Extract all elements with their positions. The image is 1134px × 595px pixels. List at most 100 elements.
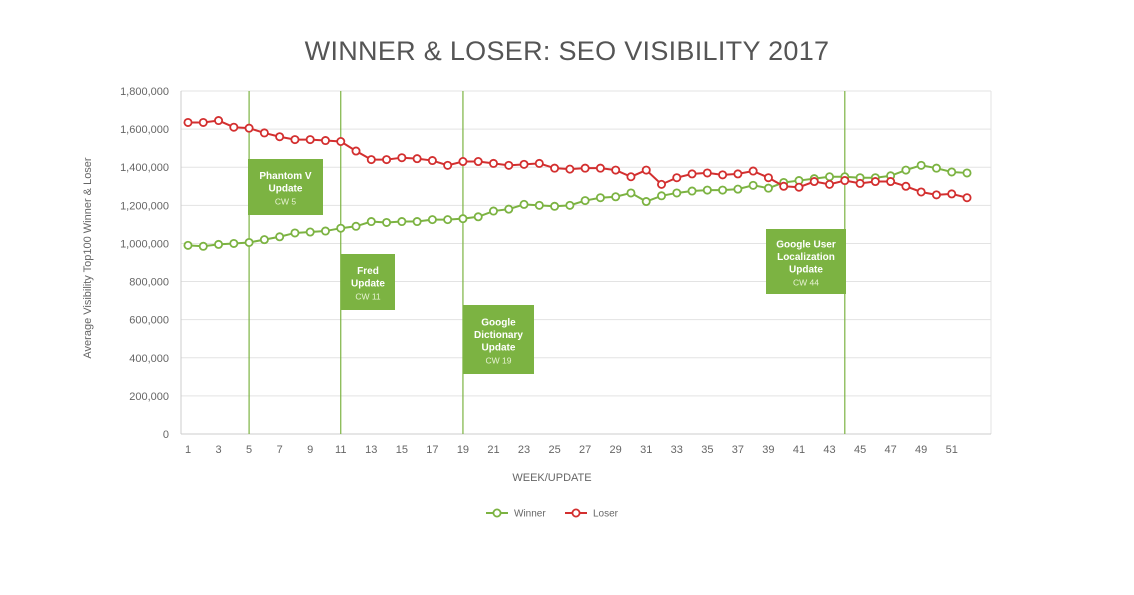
- annotation-box: Phantom V Update CW 5: [248, 159, 323, 215]
- annotation-title-line: Google User: [776, 239, 836, 250]
- series-loser: [183, 116, 972, 203]
- y-tick-label: 0: [163, 429, 169, 441]
- data-point: [901, 165, 911, 175]
- data-point: [336, 223, 346, 233]
- data-point: [595, 193, 605, 203]
- data-point: [550, 201, 560, 211]
- legend-item-winner: Winner: [486, 508, 546, 520]
- annotation-subtitle: CW 5: [275, 197, 297, 207]
- data-point: [427, 156, 437, 166]
- data-point: [534, 200, 544, 210]
- x-tick-label: 43: [823, 444, 835, 456]
- x-tick-label: 45: [854, 444, 866, 456]
- data-point: [305, 227, 315, 237]
- x-tick-label: 7: [277, 444, 283, 456]
- data-point: [870, 177, 880, 187]
- x-tick-label: 19: [457, 444, 469, 456]
- annotation-title-line: Google: [481, 317, 516, 328]
- annotation-background: [341, 254, 395, 310]
- data-point: [488, 206, 498, 216]
- x-tick-label: 47: [885, 444, 897, 456]
- data-point: [198, 241, 208, 251]
- x-tick-label: 25: [548, 444, 560, 456]
- legend-swatch-marker: [571, 508, 581, 518]
- data-point: [580, 196, 590, 206]
- data-point: [840, 176, 850, 186]
- data-point: [351, 146, 361, 156]
- legend-swatch-marker: [492, 508, 502, 518]
- data-point: [443, 215, 453, 225]
- y-tick-label: 800,000: [129, 277, 169, 289]
- data-point: [183, 240, 193, 250]
- data-point: [320, 226, 330, 236]
- annotation-subtitle: CW 19: [486, 355, 512, 365]
- x-tick-label: 27: [579, 444, 591, 456]
- data-point: [702, 168, 712, 178]
- data-point: [290, 135, 300, 145]
- data-point: [687, 186, 697, 196]
- annotation-title-line: Update: [789, 264, 823, 275]
- y-tick-label: 1,400,000: [120, 162, 169, 174]
- data-point: [397, 217, 407, 227]
- x-tick-label: 31: [640, 444, 652, 456]
- data-point: [916, 160, 926, 170]
- data-point: [825, 172, 835, 182]
- x-tick-label: 13: [365, 444, 377, 456]
- data-point: [931, 190, 941, 200]
- x-tick-label: 51: [946, 444, 958, 456]
- data-point: [657, 191, 667, 201]
- y-tick-label: 1,200,000: [120, 200, 169, 212]
- x-tick-label: 15: [396, 444, 408, 456]
- data-point: [244, 123, 254, 133]
- data-point: [672, 188, 682, 198]
- x-tick-labels: 1 3 5 7 9 11 13 15 17 19 21 23 25 27 29 31 33 35 37 39 41 43 4…: [185, 444, 958, 456]
- data-point: [763, 183, 773, 193]
- data-point: [397, 153, 407, 163]
- data-point: [794, 182, 804, 192]
- legend-label: Loser: [593, 509, 619, 520]
- data-point: [962, 193, 972, 203]
- data-point: [580, 163, 590, 173]
- data-point: [412, 217, 422, 227]
- series-group: [183, 116, 972, 251]
- annotation-title-line: Update: [482, 342, 516, 353]
- data-point: [534, 158, 544, 168]
- grid-lines: [181, 90, 992, 434]
- x-tick-label: 3: [215, 444, 221, 456]
- annotation-title-line: Phantom V: [259, 171, 312, 182]
- annotation-title-line: Dictionary: [474, 330, 523, 341]
- data-point: [809, 177, 819, 187]
- x-tick-label: 11: [335, 444, 346, 456]
- data-point: [259, 235, 269, 245]
- data-point: [275, 132, 285, 142]
- legend-label: Winner: [514, 509, 546, 520]
- axes: [180, 91, 991, 435]
- annotation-subtitle: CW 44: [793, 277, 819, 287]
- data-point: [366, 155, 376, 165]
- annotation-title-line: Update: [269, 184, 303, 195]
- data-point: [229, 122, 239, 132]
- annotation-title-line: Update: [351, 279, 385, 290]
- y-tick-label: 400,000: [129, 353, 169, 365]
- data-point: [779, 181, 789, 191]
- annotation-boxes: Phantom V Update CW 5 Fred Update CW 11 Google…: [248, 159, 846, 374]
- series-line: [187, 164, 968, 248]
- x-tick-label: 49: [915, 444, 927, 456]
- y-tick-label: 200,000: [129, 391, 169, 403]
- data-point: [565, 164, 575, 174]
- data-point: [611, 192, 621, 202]
- data-point: [473, 212, 483, 222]
- data-point: [901, 181, 911, 191]
- data-point: [672, 173, 682, 183]
- data-point: [733, 169, 743, 179]
- data-point: [595, 163, 605, 173]
- data-point: [657, 179, 667, 189]
- x-tick-label: 33: [671, 444, 683, 456]
- y-tick-label: 1,800,000: [120, 86, 169, 98]
- data-point: [305, 135, 315, 145]
- data-point: [718, 170, 728, 180]
- x-tick-label: 9: [307, 444, 313, 456]
- data-point: [336, 136, 346, 146]
